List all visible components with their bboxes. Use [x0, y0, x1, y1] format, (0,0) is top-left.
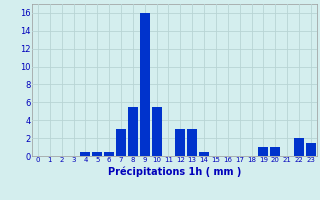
Bar — [187, 129, 197, 156]
Bar — [294, 138, 304, 156]
Bar — [270, 147, 280, 156]
Bar — [258, 147, 268, 156]
Bar — [116, 129, 126, 156]
Bar — [306, 143, 316, 156]
X-axis label: Précipitations 1h ( mm ): Précipitations 1h ( mm ) — [108, 166, 241, 177]
Bar — [175, 129, 185, 156]
Bar — [140, 13, 150, 156]
Bar — [128, 107, 138, 156]
Bar — [80, 152, 91, 156]
Bar — [152, 107, 162, 156]
Bar — [92, 152, 102, 156]
Bar — [104, 152, 114, 156]
Bar — [199, 152, 209, 156]
